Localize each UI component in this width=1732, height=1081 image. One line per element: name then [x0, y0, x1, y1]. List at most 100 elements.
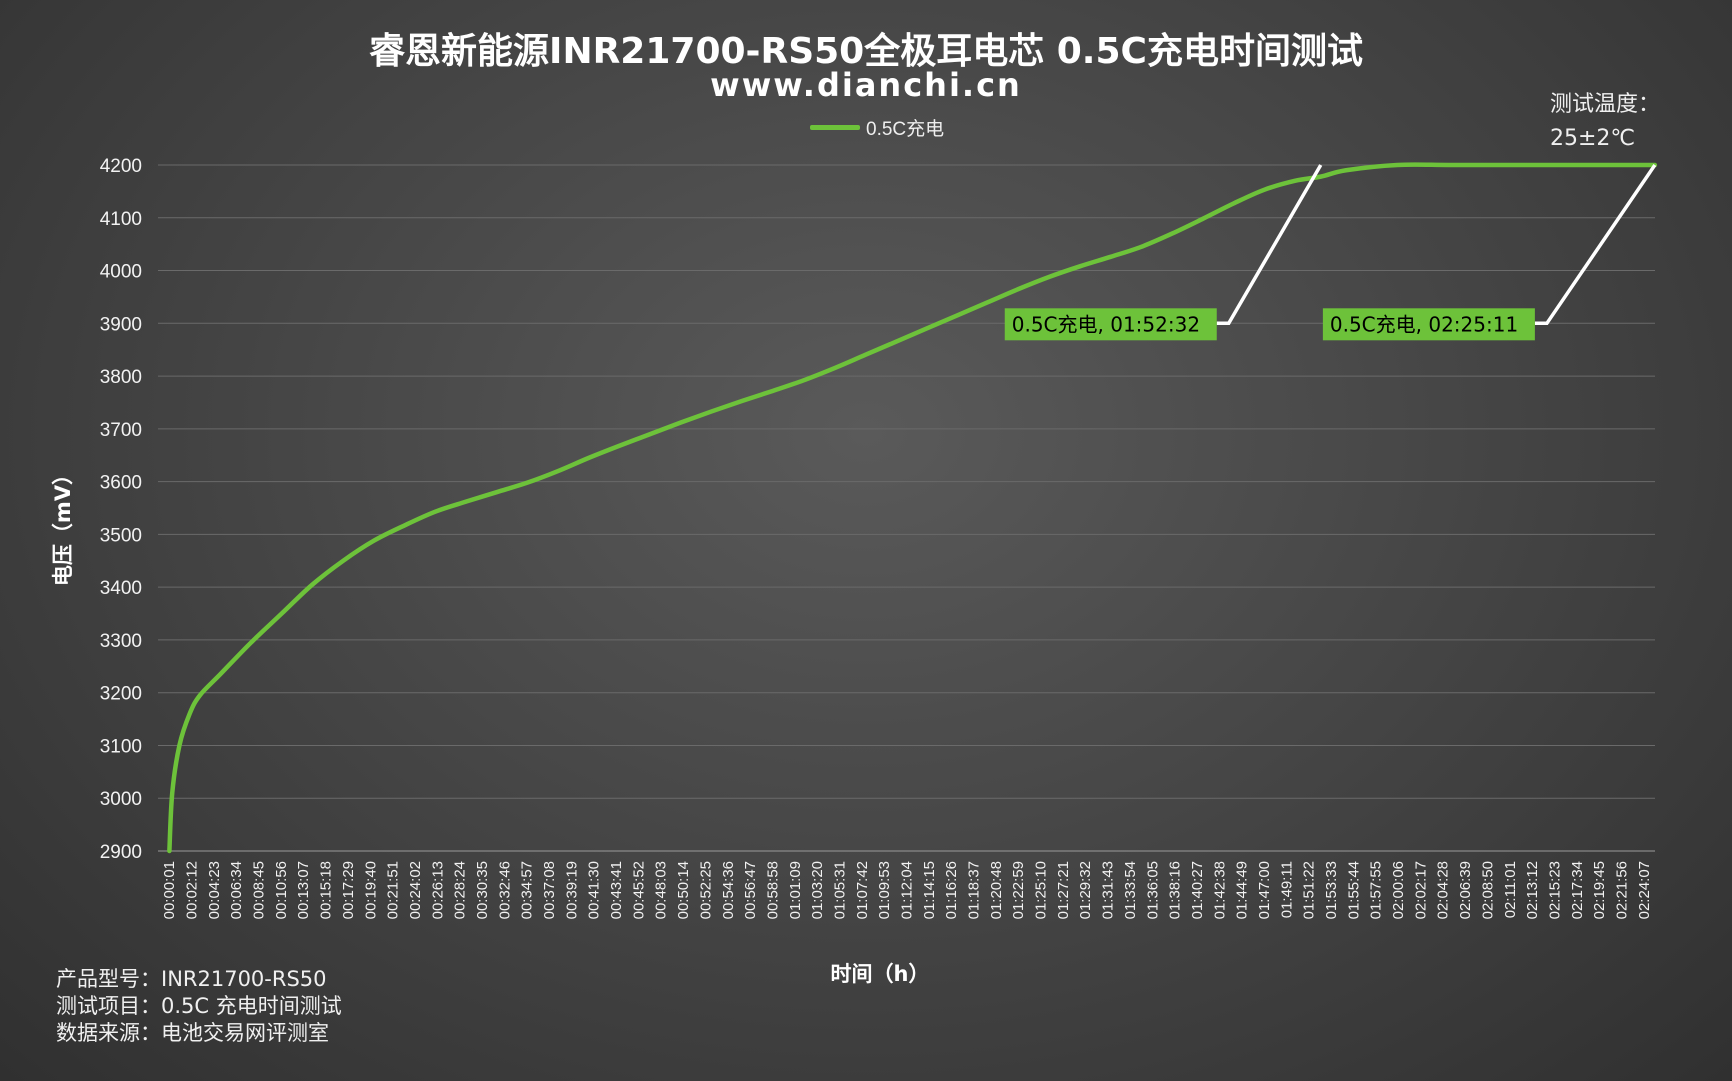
x-tick-label: 01:22:59	[1010, 861, 1027, 919]
x-tick-label: 00:45:52	[630, 861, 647, 919]
x-tick-label: 00:50:14	[675, 861, 692, 919]
x-tick-label: 01:27:21	[1055, 861, 1072, 919]
y-axis-label: 电压（mV）	[51, 464, 75, 586]
x-tick-label: 02:17:34	[1569, 861, 1586, 919]
x-tick-label: 01:18:37	[966, 861, 983, 919]
x-tick-label: 00:21:51	[385, 861, 402, 919]
x-tick-label: 00:04:23	[206, 861, 223, 919]
x-tick-label: 01:16:26	[943, 861, 960, 919]
y-tick-label: 3500	[100, 525, 142, 546]
x-tick-label: 00:34:57	[519, 861, 536, 919]
footer-info: 产品型号：INR21700-RS50 测试项目：0.5C 充电时间测试 数据来源…	[56, 966, 342, 1047]
grid-lines	[158, 164, 1655, 852]
x-tick-label: 01:01:09	[787, 861, 804, 919]
x-tick-label: 02:08:50	[1479, 861, 1496, 919]
x-tick-label: 01:51:22	[1301, 861, 1318, 919]
x-tick-label: 01:42:38	[1211, 861, 1228, 919]
x-tick-label: 01:55:44	[1345, 861, 1362, 919]
data-source: 数据来源：电池交易网评测室	[56, 1021, 329, 1045]
x-tick-label: 01:20:48	[988, 861, 1005, 919]
x-tick-label: 00:08:45	[251, 861, 268, 919]
x-tick-label: 01:33:54	[1122, 861, 1139, 919]
x-tick-label: 00:10:56	[273, 861, 290, 919]
x-tick-label: 00:48:03	[653, 861, 670, 919]
x-tick-label: 02:06:39	[1457, 861, 1474, 919]
x-tick-label: 01:40:27	[1189, 861, 1206, 919]
x-tick-label: 00:43:41	[608, 861, 625, 919]
test-item: 测试项目：0.5C 充电时间测试	[56, 994, 342, 1018]
y-tick-label: 3000	[100, 789, 142, 810]
y-tick-label: 3900	[100, 314, 142, 335]
temp-value: 25±2℃	[1550, 126, 1636, 151]
x-tick-label: 00:54:36	[720, 861, 737, 919]
series-layer	[167, 162, 1658, 854]
y-tick-label: 3100	[100, 736, 142, 757]
x-axis-ticks: 00:00:01 00:02:12 00:04:23 00:06:34 00:08:45…	[161, 861, 1653, 919]
x-tick-label: 00:00:01	[161, 861, 178, 919]
callout-leader-line	[1534, 164, 1657, 326]
y-tick-label: 4000	[100, 262, 142, 283]
y-tick-label: 3300	[100, 631, 142, 652]
chart-subtitle: www.dianchi.cn	[710, 66, 1022, 104]
callout-box	[1004, 308, 1217, 341]
x-tick-label: 01:31:43	[1100, 861, 1117, 919]
callout-box	[1322, 308, 1535, 341]
x-tick-label: 02:00:06	[1390, 861, 1407, 919]
x-tick-label: 02:04:28	[1435, 861, 1452, 919]
x-tick-label: 00:41:30	[586, 861, 603, 919]
y-tick-label: 4200	[100, 156, 142, 177]
x-tick-label: 02:02:17	[1412, 861, 1429, 919]
callout-label: 0.5C充电, 01:52:32	[1012, 312, 1200, 336]
x-tick-label: 01:57:55	[1368, 861, 1385, 919]
x-tick-label: 00:30:35	[474, 861, 491, 919]
x-tick-label: 00:26:13	[429, 861, 446, 919]
x-tick-label: 01:12:04	[899, 861, 916, 919]
x-tick-label: 01:38:16	[1167, 861, 1184, 919]
x-tick-label: 00:32:46	[496, 861, 513, 919]
x-tick-label: 01:47:00	[1256, 861, 1273, 919]
x-tick-label: 01:03:20	[809, 861, 826, 919]
x-tick-label: 02:24:07	[1636, 861, 1653, 919]
y-tick-label: 3700	[100, 420, 142, 441]
x-tick-label: 01:05:31	[831, 861, 848, 919]
callout-layer: 0.5C充电, 01:52:32 0.5C充电, 02:25:11	[1004, 164, 1657, 341]
x-tick-label: 01:49:11	[1278, 861, 1295, 918]
y-tick-label: 3200	[100, 684, 142, 705]
x-tick-label: 00:06:34	[228, 861, 245, 919]
legend-swatch	[810, 125, 860, 130]
x-tick-label: 02:21:56	[1613, 861, 1630, 919]
callout-leader-line	[1216, 164, 1323, 326]
x-tick-label: 02:19:45	[1591, 861, 1608, 919]
x-tick-label: 00:13:07	[295, 861, 312, 919]
legend-label: 0.5C充电	[866, 119, 945, 140]
temp-label: 测试温度：	[1550, 92, 1661, 117]
y-axis-ticks: 2900 3000 3100 3200 3300 3400 3500 3600 3700 3800…	[100, 156, 142, 863]
x-tick-label: 01:07:42	[854, 861, 871, 919]
x-tick-label: 00:15:18	[318, 861, 335, 919]
x-tick-label: 00:39:19	[563, 861, 580, 919]
x-tick-label: 02:11:01	[1502, 861, 1519, 918]
x-tick-label: 00:19:40	[362, 861, 379, 919]
x-tick-label: 02:15:23	[1546, 861, 1563, 919]
x-tick-label: 00:52:25	[697, 861, 714, 919]
x-tick-label: 00:37:08	[541, 861, 558, 919]
test-temperature: 测试温度： 25±2℃	[1550, 88, 1660, 156]
chart-title: 睿恩新能源INR21700-RS50全极耳电芯 0.5C充电时间测试	[369, 31, 1363, 72]
y-tick-label: 3600	[100, 473, 142, 494]
x-tick-label: 00:58:58	[764, 861, 781, 919]
x-tick-label: 00:24:02	[407, 861, 424, 919]
x-tick-label: 00:28:24	[452, 861, 469, 919]
x-tick-label: 01:29:32	[1077, 861, 1094, 919]
x-tick-label: 00:56:47	[742, 861, 759, 919]
x-tick-label: 00:02:12	[184, 861, 201, 919]
series-line-0.5C	[167, 162, 1658, 854]
y-tick-label: 3800	[100, 367, 142, 388]
x-tick-label: 01:25:10	[1033, 861, 1050, 919]
callout-label: 0.5C充电, 02:25:11	[1330, 312, 1518, 336]
x-tick-label: 01:44:49	[1234, 861, 1251, 919]
x-tick-label: 01:09:53	[876, 861, 893, 919]
y-tick-label: 4100	[100, 209, 142, 230]
x-axis-label: 时间（h）	[831, 962, 930, 986]
y-tick-label: 2900	[100, 842, 142, 863]
